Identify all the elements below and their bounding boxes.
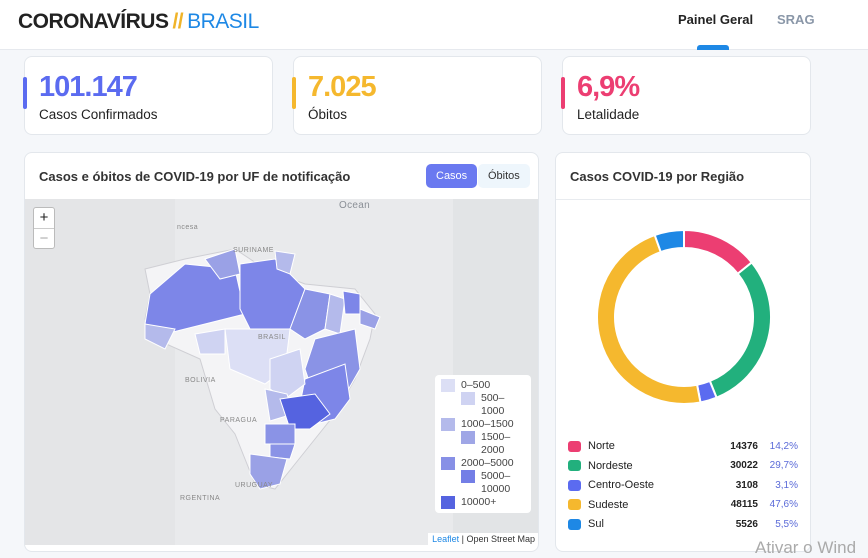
region-value: 3108 bbox=[735, 479, 758, 491]
region-name: Centro-Oeste bbox=[588, 479, 655, 491]
region-name: Sudeste bbox=[588, 498, 629, 511]
legend-label: 0–500 bbox=[461, 379, 491, 391]
donut-slice-sul[interactable] bbox=[653, 228, 685, 254]
kpi-accent bbox=[561, 77, 565, 109]
region-name: Norte bbox=[588, 440, 615, 452]
map-attribution: Leaflet | Open Street Map bbox=[428, 533, 538, 545]
region-value: 48115 bbox=[730, 499, 758, 510]
map-label: URUGUAY bbox=[235, 482, 273, 489]
kpi-accent bbox=[23, 77, 27, 109]
legend-label: 10000+ bbox=[461, 496, 497, 508]
region-pct: 47,6% bbox=[769, 499, 798, 510]
legend-label: 500–1000 bbox=[481, 392, 505, 417]
region-row-norte[interactable]: Norte 14376 14,2% bbox=[568, 440, 798, 452]
region-color-dot bbox=[568, 460, 581, 471]
logo[interactable]: CORONAVÍRUS//BRASIL bbox=[18, 10, 259, 34]
region-pct: 14,2% bbox=[769, 440, 798, 452]
legend-label: 5000–10000 bbox=[481, 470, 511, 495]
map-label-ocean: Ocean bbox=[339, 200, 370, 211]
kpi-value: 7.025 bbox=[308, 71, 377, 103]
region-row-sudeste[interactable]: Sudeste 48115 47,6% bbox=[568, 499, 798, 511]
map-card-title: Casos e óbitos de COVID-19 por UF de not… bbox=[39, 169, 351, 184]
region-row-centro-oeste[interactable]: Centro-Oeste 3108 3,1% bbox=[568, 479, 798, 491]
kpi-label: Letalidade bbox=[577, 107, 640, 122]
map-label: PARAGUA bbox=[220, 417, 258, 424]
casos-button[interactable]: Casos bbox=[426, 164, 478, 188]
kpi-letalidade: 6,9% Letalidade bbox=[561, 56, 811, 135]
region-pct: 5,5% bbox=[775, 518, 798, 530]
brazil-map[interactable]: ncesa SURINAME BRASIL BOLIVIA PARAGUA UR… bbox=[25, 199, 538, 545]
legend-item: 5000–10000 bbox=[441, 470, 525, 496]
region-row-nordeste[interactable]: Nordeste 30022 29,7% bbox=[568, 460, 798, 472]
legend-swatch bbox=[461, 470, 475, 483]
legend-item: 10000+ bbox=[441, 496, 525, 509]
map-svg bbox=[25, 199, 538, 545]
kpi-obitos: 7.025 Óbitos bbox=[292, 56, 542, 135]
legend-label: 1500–2000 bbox=[481, 431, 511, 456]
legend-item: 0–500 bbox=[441, 379, 525, 392]
legend-item: 2000–5000 bbox=[441, 457, 525, 470]
attribution-text: | Open Street Map bbox=[459, 534, 535, 544]
kpi-value: 101.147 bbox=[39, 71, 138, 103]
map-label: RGENTINA bbox=[180, 495, 221, 502]
logo-sub: BRASIL bbox=[187, 10, 259, 33]
zoom-out-button[interactable]: − bbox=[34, 228, 54, 248]
region-value: 5526 bbox=[735, 518, 758, 530]
map-label: BOLIVIA bbox=[185, 377, 216, 384]
legend-swatch bbox=[461, 392, 475, 405]
nav-srag[interactable]: SRAG bbox=[777, 12, 815, 27]
kpi-label: Casos Confirmados bbox=[39, 107, 158, 122]
legend-swatch bbox=[441, 418, 455, 431]
region-value: 30022 bbox=[730, 460, 758, 471]
logo-main: CORONAVÍRUS bbox=[18, 10, 169, 33]
active-tab-indicator bbox=[697, 45, 729, 50]
kpi-label: Óbitos bbox=[308, 107, 348, 122]
legend-swatch bbox=[441, 379, 455, 392]
logo-sep: // bbox=[172, 10, 184, 33]
map-label: ncesa bbox=[177, 224, 199, 231]
region-color-dot bbox=[568, 440, 581, 452]
kpi-accent bbox=[292, 77, 296, 109]
region-name: Nordeste bbox=[588, 459, 633, 472]
map-card: Casos e óbitos de COVID-19 por UF de not… bbox=[24, 152, 539, 552]
zoom-control: + − bbox=[33, 207, 55, 249]
region-color-dot bbox=[568, 518, 581, 530]
region-pct: 29,7% bbox=[769, 460, 798, 471]
region-value: 14376 bbox=[730, 440, 758, 452]
windows-watermark: Ativar o Wind bbox=[755, 538, 857, 557]
kpi-value: 6,9% bbox=[577, 71, 640, 103]
nav-painel-geral[interactable]: Painel Geral bbox=[678, 12, 754, 27]
region-row-sul[interactable]: Sul 5526 5,5% bbox=[568, 518, 798, 530]
map-legend: 0–500 500–1000 1000–1500 1500–2000 2000–… bbox=[435, 375, 531, 513]
legend-swatch bbox=[441, 457, 455, 470]
divider bbox=[556, 199, 810, 200]
legend-swatch bbox=[461, 431, 475, 444]
legend-item: 1500–2000 bbox=[441, 431, 525, 457]
region-color-dot bbox=[568, 499, 581, 510]
donut-slice-sudeste[interactable] bbox=[596, 233, 702, 405]
region-donut-chart bbox=[596, 228, 772, 405]
donut-slice-nordeste[interactable] bbox=[708, 261, 772, 399]
obitos-button[interactable]: Óbitos bbox=[478, 164, 530, 188]
kpi-casos: 101.147 Casos Confirmados bbox=[23, 56, 273, 135]
region-pct: 3,1% bbox=[775, 479, 798, 491]
donut-slice-norte[interactable] bbox=[683, 228, 754, 276]
legend-label: 1000–1500 bbox=[461, 418, 514, 430]
leaflet-link[interactable]: Leaflet bbox=[432, 534, 460, 544]
top-header: CORONAVÍRUS//BRASIL Painel Geral SRAG bbox=[0, 0, 868, 50]
region-card-title: Casos COVID-19 por Região bbox=[570, 169, 745, 184]
legend-item: 500–1000 bbox=[441, 392, 525, 418]
zoom-in-button[interactable]: + bbox=[39, 209, 49, 226]
region-color-dot bbox=[568, 479, 581, 491]
legend-swatch bbox=[441, 496, 455, 509]
region-card: Casos COVID-19 por Região Norte 14376 14,2… bbox=[555, 152, 811, 552]
map-label: BRASIL bbox=[258, 334, 286, 341]
legend-label: 2000–5000 bbox=[461, 457, 514, 469]
legend-item: 1000–1500 bbox=[441, 418, 525, 431]
region-name: Sul bbox=[588, 518, 604, 530]
map-label: SURINAME bbox=[233, 247, 274, 254]
